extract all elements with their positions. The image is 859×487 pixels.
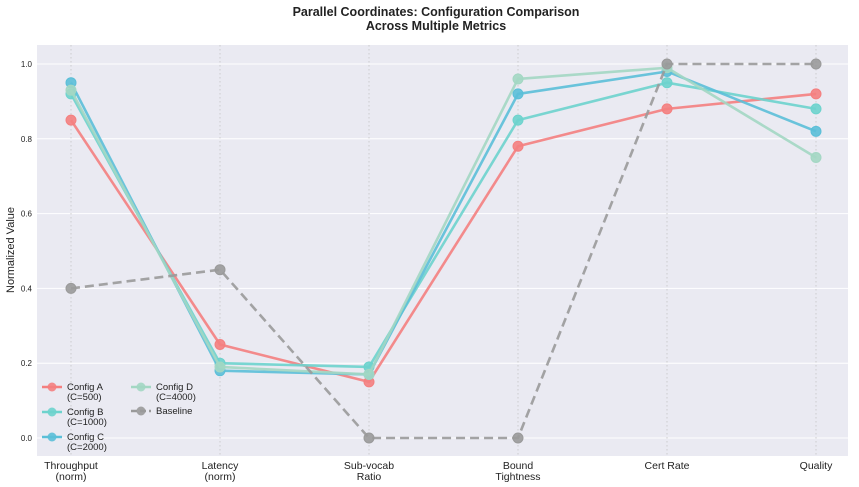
data-point — [810, 58, 822, 70]
y-tick-label: 0.2 — [21, 359, 33, 368]
x-tick-label: Latency (norm) — [202, 460, 240, 483]
data-point — [214, 264, 226, 276]
legend-item: Baseline — [131, 406, 192, 417]
legend-label: Config C (C=2000) — [67, 432, 107, 453]
legend-item: Config D (C=4000) — [131, 382, 196, 403]
data-point — [810, 103, 822, 115]
legend-label: Baseline — [156, 406, 192, 417]
chart-title-line-1: Parallel Coordinates: Configuration Comp… — [293, 5, 580, 19]
legend-item: Config C (C=2000) — [42, 432, 107, 453]
legend-item: Config B (C=1000) — [42, 407, 107, 428]
legend-label: Config A (C=500) — [67, 382, 104, 403]
data-point — [512, 73, 524, 85]
y-axis-label: Normalized Value — [5, 207, 17, 293]
legend-marker — [136, 382, 146, 392]
data-point — [65, 84, 77, 96]
x-tick-label: Cert Rate — [645, 460, 690, 472]
x-tick-label: Quality — [800, 460, 833, 472]
y-tick-label: 1.0 — [21, 60, 33, 69]
data-point — [363, 432, 375, 444]
y-tick-label: 0.6 — [21, 210, 33, 219]
data-point — [512, 114, 524, 126]
data-point — [661, 58, 673, 70]
x-tick-labels: Throughput (norm) Latency (norm) Sub-vocab Ra… — [44, 460, 833, 483]
chart-title-line-2: Across Multiple Metrics — [366, 19, 506, 33]
data-point — [65, 114, 77, 126]
legend-label: Config B (C=1000) — [67, 407, 107, 428]
legend-marker — [136, 406, 146, 416]
series-line — [69, 66, 817, 376]
x-tick-label: Bound Tightness — [495, 460, 540, 483]
x-tick-label: Throughput (norm) — [44, 460, 98, 483]
data-point — [512, 140, 524, 152]
series-line — [70, 62, 816, 440]
data-point — [661, 77, 673, 89]
y-tick-label: 0.0 — [21, 434, 33, 443]
data-point — [214, 361, 226, 373]
legend-marker — [47, 382, 57, 392]
x-tick-label: Sub-vocab Ratio — [344, 460, 394, 483]
data-point — [65, 282, 77, 294]
data-point — [512, 432, 524, 444]
data-point — [512, 88, 524, 100]
legend-item: Config A (C=500) — [42, 382, 104, 403]
series-5 — [65, 58, 822, 444]
y-tick-label: 0.4 — [21, 284, 33, 293]
series-1 — [65, 88, 822, 388]
data-point — [810, 125, 822, 137]
y-tick-labels: 0.0 0.2 0.4 0.6 0.8 1.0 — [21, 60, 33, 443]
series-layer — [65, 58, 822, 444]
plot-area — [37, 45, 848, 456]
legend-label: Config D (C=4000) — [156, 382, 196, 403]
legend-marker — [47, 407, 57, 417]
data-point — [661, 103, 673, 115]
series-line — [69, 92, 817, 384]
legend: Config A (C=500) Config B (C=1000) Config C(… — [42, 382, 196, 453]
data-point — [363, 368, 375, 380]
data-point — [214, 339, 226, 350]
y-tick-label: 0.8 — [21, 135, 33, 144]
data-point — [810, 152, 822, 163]
data-point — [810, 88, 822, 100]
legend-marker — [47, 432, 57, 442]
